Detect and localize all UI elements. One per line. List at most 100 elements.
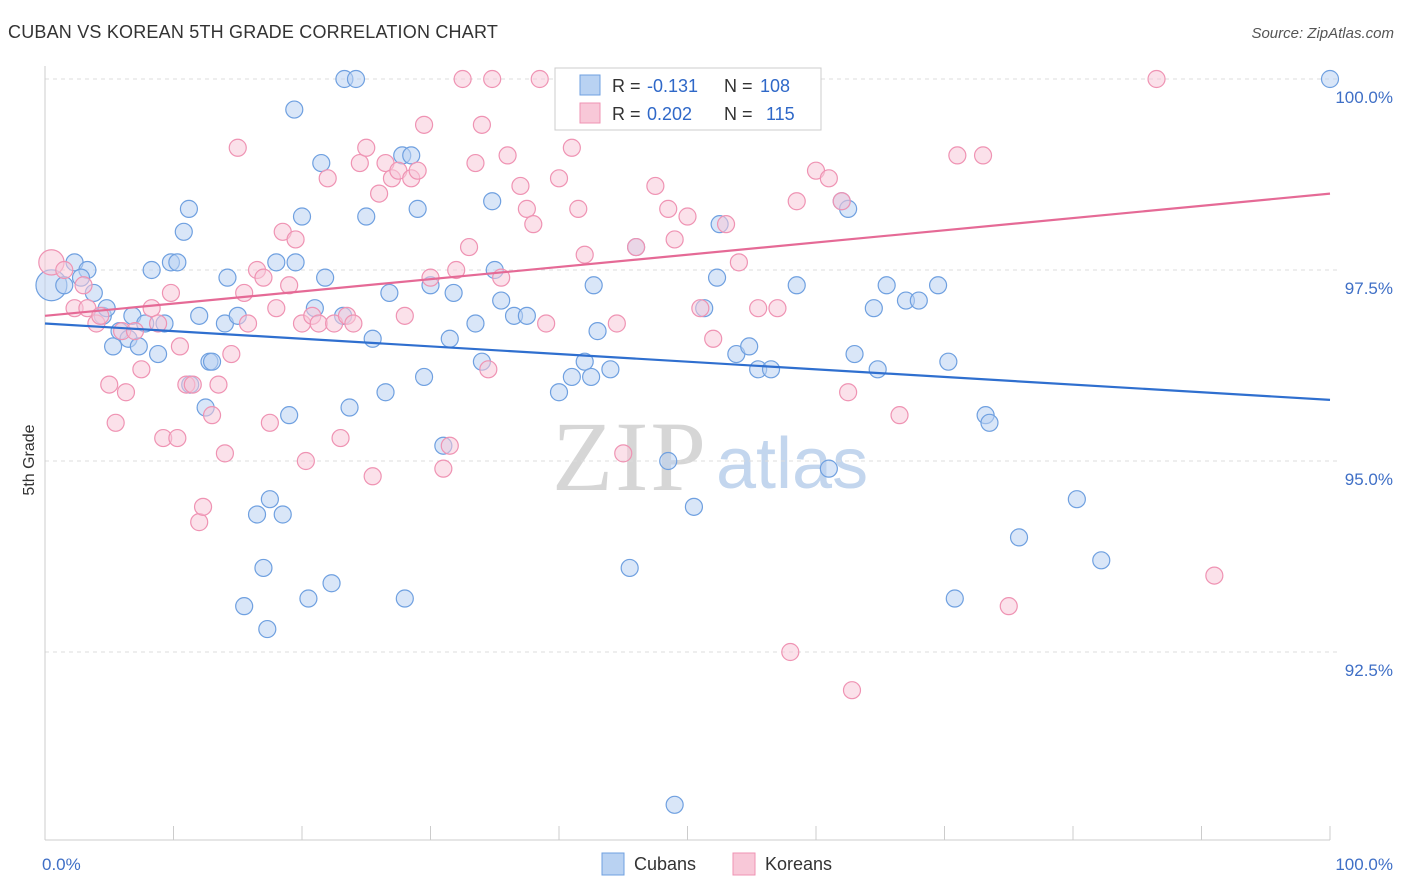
point-cubans-8 [104,337,123,356]
point-koreans-65 [479,360,498,379]
point-koreans-12 [132,360,151,379]
stats-n-value-cubans: 108 [760,76,790,96]
stats-n-value-koreans: 115 [766,104,795,124]
point-koreans-27 [228,138,247,157]
point-cubans-22 [190,306,209,325]
watermark-atlas: atlas [716,424,868,504]
point-koreans-10 [116,383,136,402]
point-koreans-18 [170,337,190,356]
point-koreans-21 [190,513,209,532]
tick-labels: 100.0% 97.5% 95.0% 92.5% 0.0% 100.0% [42,88,1393,874]
point-cubans-57 [414,367,434,387]
point-koreans-68 [498,146,517,165]
point-koreans-13 [142,299,161,318]
point-koreans-3 [74,276,93,295]
point-cubans-78 [659,451,678,471]
trend-lines [44,192,1331,401]
point-cubans-71 [575,352,594,371]
point-koreans-46 [350,153,369,173]
stats-r-value-cubans: -0.131 [647,76,698,96]
point-koreans-53 [395,306,414,325]
point-koreans-7 [100,375,119,394]
point-koreans-16 [161,283,181,303]
trend-line-koreans [44,192,1331,317]
point-koreans-74 [549,169,569,188]
point-koreans-77 [575,245,594,264]
point-cubans-42 [312,153,331,173]
point-cubans-14 [142,260,161,280]
point-cubans-60 [440,329,459,348]
point-cubans-19 [174,222,193,241]
legend-label-cubans: Cubans [634,854,696,874]
point-koreans-8 [106,413,125,432]
point-koreans-22 [193,497,213,516]
point-cubans-1 [55,276,74,295]
point-cubans-85 [740,337,759,356]
point-cubans-70 [562,367,581,387]
point-koreans-55 [408,161,427,180]
point-koreans-91 [781,642,800,662]
point-cubans-38 [286,253,305,272]
point-koreans-84 [678,207,697,226]
chart-title: CUBAN VS KOREAN 5TH GRADE CORRELATION CH… [8,22,499,42]
point-koreans-82 [659,199,678,218]
stats-n-label-koreans: N = [724,104,753,124]
axes [44,66,1331,841]
point-koreans-33 [267,299,286,318]
legend: Cubans Koreans [601,852,832,876]
point-koreans-83 [665,230,684,249]
point-cubans-15 [148,344,168,364]
point-koreans-102 [1147,69,1166,89]
point-koreans-36 [286,230,305,249]
stats-r-value-koreans: 0.202 [647,104,692,124]
point-koreans-47 [357,138,376,157]
point-koreans-71 [524,215,543,234]
point-cubans-52 [380,283,399,303]
point-cubans-31 [254,558,273,578]
point-cubans-103 [1009,528,1029,547]
point-cubans-36 [280,406,299,425]
point-koreans-62 [459,237,479,257]
point-koreans-32 [260,413,279,432]
point-cubans-100 [945,589,964,608]
point-cubans-74 [588,322,607,341]
point-koreans-23 [202,406,222,425]
trend-line-cubans [44,322,1331,401]
point-cubans-105 [1092,551,1111,570]
point-koreans-100 [973,146,993,165]
point-cubans-37 [285,100,304,119]
point-koreans-63 [466,153,485,173]
point-koreans-17 [168,428,187,448]
point-koreans-96 [839,383,858,402]
point-cubans-66 [492,291,511,310]
stats-r-label-koreans: R = [612,104,641,124]
point-koreans-92 [787,192,806,211]
point-cubans-88 [787,276,806,295]
point-cubans-104 [1067,490,1086,509]
y-tick-label-3: 92.5% [1345,661,1393,680]
point-koreans-99 [948,146,967,165]
point-cubans-43 [316,268,335,287]
point-koreans-88 [729,253,749,272]
point-koreans-25 [215,444,234,463]
point-koreans-79 [614,444,633,463]
point-cubans-61 [444,283,463,303]
point-koreans-31 [254,268,273,287]
point-koreans-49 [370,184,389,203]
point-koreans-80 [626,237,646,257]
point-cubans-92 [845,344,864,364]
point-koreans-24 [209,375,228,394]
data-points [35,69,1340,814]
y-tick-label-0: 100.0% [1335,88,1393,107]
point-cubans-30 [247,505,267,524]
point-cubans-12 [129,337,148,356]
point-cubans-99 [939,352,958,371]
point-cubans-40 [299,589,318,608]
point-cubans-27 [218,268,237,287]
point-koreans-75 [562,138,581,157]
point-cubans-106 [1320,69,1340,89]
point-koreans-85 [691,299,710,318]
point-cubans-64 [483,192,502,211]
point-cubans-44 [322,574,341,593]
point-koreans-58 [434,459,453,478]
